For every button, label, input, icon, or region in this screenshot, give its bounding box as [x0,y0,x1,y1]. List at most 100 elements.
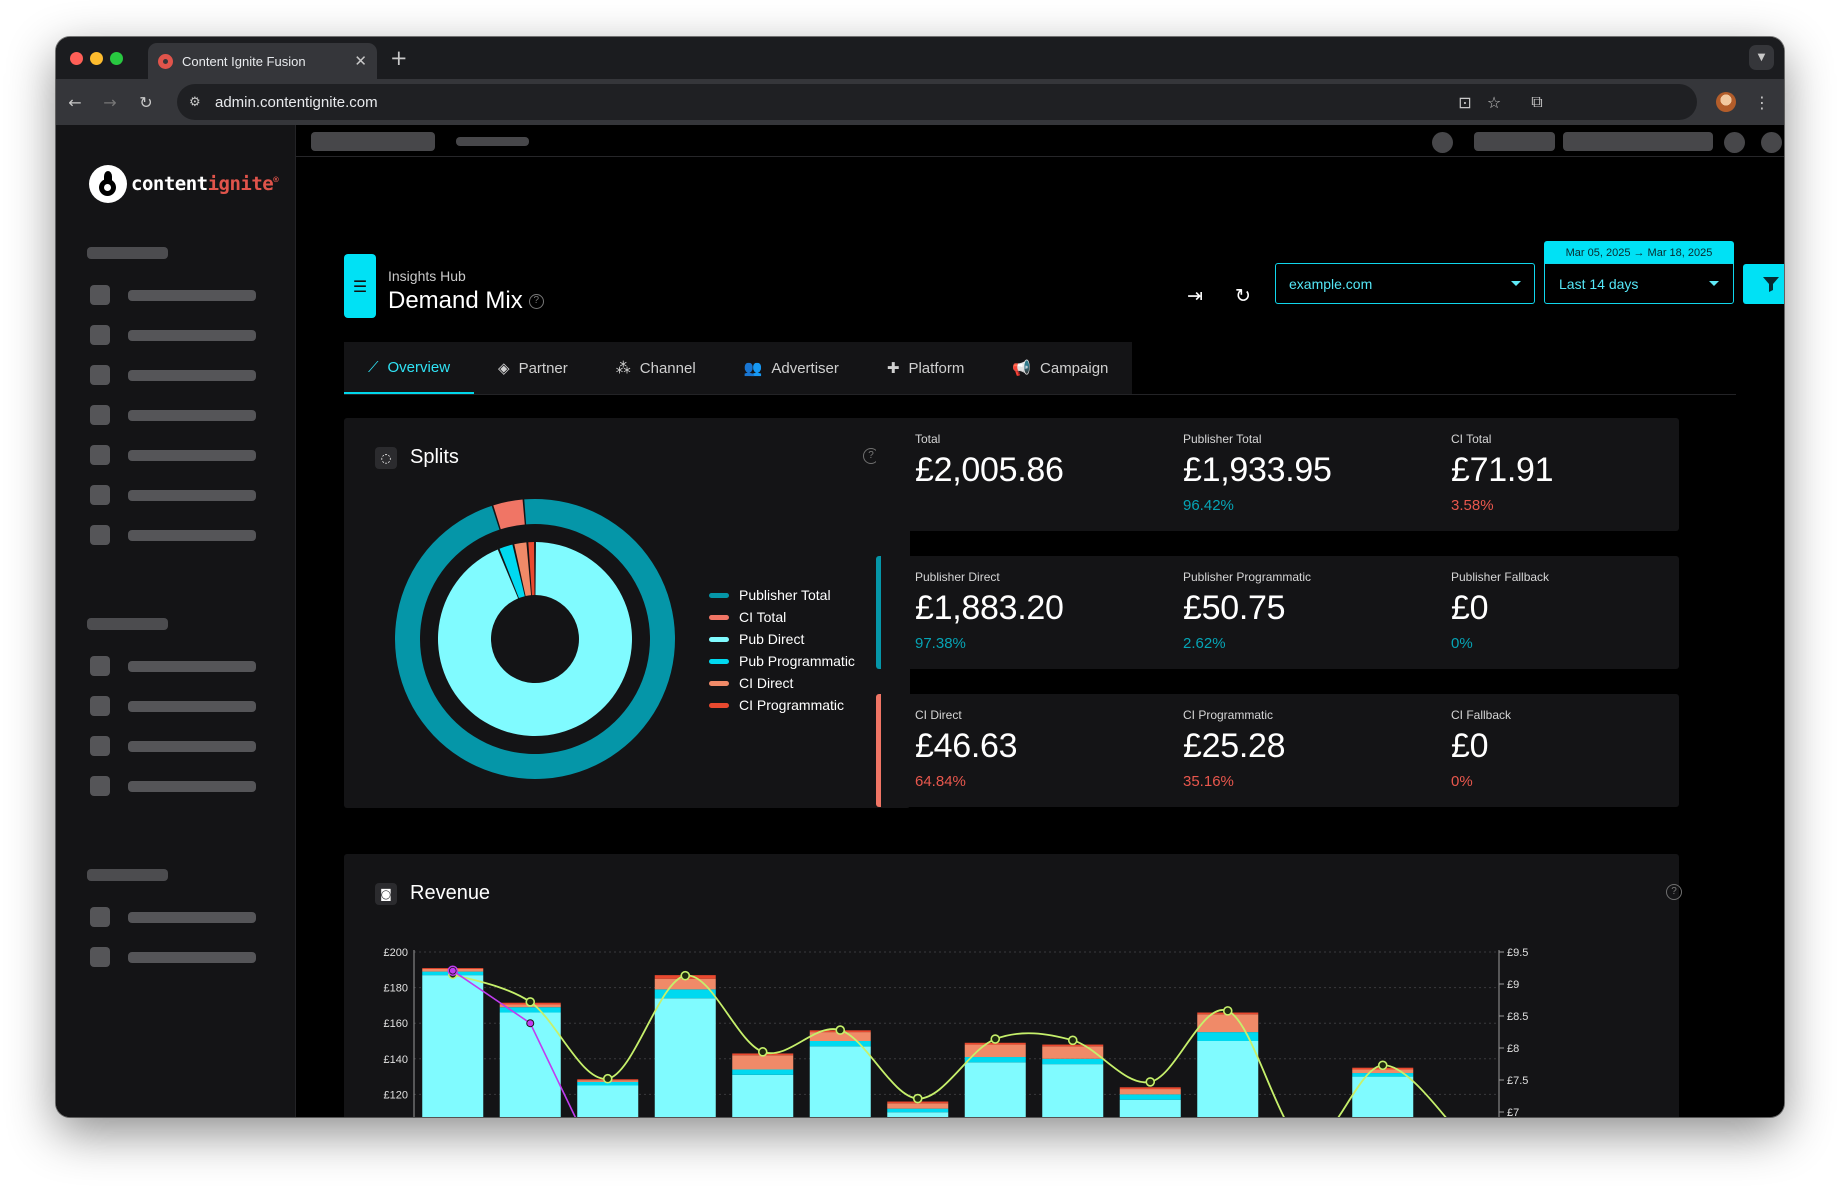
legend-item[interactable]: CI Direct [709,672,855,694]
bar-segment[interactable] [499,1007,561,1013]
sidebar-item[interactable] [90,736,258,756]
bar-segment[interactable] [732,1055,794,1070]
back-arrow-icon[interactable]: ← [68,92,82,112]
bar-segment[interactable] [577,1081,639,1086]
new-tab-button[interactable]: + [390,46,408,70]
bar-segment[interactable] [964,1044,1026,1058]
close-window-button[interactable] [70,52,83,65]
bar-segment[interactable] [654,989,716,999]
bar-segment[interactable] [964,1057,1026,1063]
minimize-window-button[interactable] [90,52,103,65]
bar-segment[interactable] [1042,1046,1104,1059]
bar-segment[interactable] [577,1085,639,1118]
sidebar-item[interactable] [90,525,258,545]
address-url[interactable]: admin.contentignite.com [215,93,378,111]
line-point[interactable] [680,970,691,981]
bar-segment[interactable] [1119,1087,1181,1090]
period-select[interactable]: Last 14 days [1544,263,1734,304]
tab-advertiser[interactable]: 👥 Advertiser [743,359,839,377]
topbar-circle-button[interactable] [1761,132,1782,153]
line-point[interactable] [1067,1035,1078,1046]
bar-segment[interactable] [809,1046,871,1117]
reload-icon[interactable]: ↻ [139,92,153,112]
legend-item[interactable]: Publisher Total [709,584,855,606]
filter-button[interactable] [1743,264,1784,304]
line-point[interactable] [1377,1060,1388,1071]
bar-segment[interactable] [809,1032,871,1041]
bar-segment[interactable] [654,978,716,990]
bar-segment[interactable] [1197,1032,1259,1041]
bar-segment[interactable] [1042,1044,1104,1047]
line-point[interactable] [912,1093,923,1104]
tab-campaign[interactable]: 📢 Campaign [1012,359,1109,377]
line-point[interactable] [757,1047,768,1057]
bar-segment[interactable] [964,1062,1026,1117]
sidebar-item[interactable] [90,776,258,796]
domain-select[interactable]: example.com [1275,263,1535,304]
address-bar[interactable]: ⚙ admin.contentignite.com [177,84,1697,120]
bar-segment[interactable] [809,1041,871,1047]
legend-item[interactable]: Pub Programmatic [709,650,855,672]
bar-segment[interactable] [499,1012,561,1117]
outer-ring-slice[interactable] [395,499,675,779]
content-ignite-logo[interactable]: contentignite® [89,165,279,203]
browser-tab[interactable]: Content Ignite Fusion ✕ [148,43,377,79]
topbar-circle-button[interactable] [1724,132,1745,153]
legend-item[interactable]: CI Programmatic [709,694,855,716]
line-point[interactable] [526,1019,535,1028]
inner-ring-slice[interactable] [438,542,632,736]
sidebar-item[interactable] [90,405,258,425]
legend-item[interactable]: Pub Direct [709,628,855,650]
bar-segment[interactable] [732,1069,794,1075]
topbar-circle-button[interactable] [1432,132,1453,153]
bar-segment[interactable] [1352,1073,1414,1077]
extensions-icon[interactable]: ⧉ [1531,92,1543,111]
export-icon[interactable]: ⇥ [1187,285,1203,307]
bar-segment[interactable] [1197,1014,1259,1033]
topbar-button[interactable] [1563,132,1713,151]
tab-overview[interactable]: ⟋ Overview [344,342,475,394]
line-point[interactable] [448,966,457,975]
line-point[interactable] [525,997,536,1007]
tab-partner[interactable]: ◈ Partner [498,359,568,377]
sidebar-item[interactable] [90,907,258,927]
bar-segment[interactable] [1119,1099,1181,1117]
install-app-icon[interactable]: ⊡ [1458,92,1472,112]
line-point[interactable] [990,1034,1001,1044]
legend-item[interactable]: CI Total [709,606,855,628]
bar-segment[interactable] [1042,1064,1104,1117]
sidebar-item[interactable] [90,365,258,385]
browser-menu-icon[interactable]: ⋮ [1754,92,1770,112]
sidebar-item[interactable] [90,485,258,505]
bar-segment[interactable] [1119,1094,1181,1100]
bar-segment[interactable] [1042,1058,1104,1065]
sidebar-item[interactable] [90,947,258,967]
line-point[interactable] [835,1025,846,1035]
bookmark-star-icon[interactable]: ☆ [1486,92,1502,112]
sidebar-item[interactable] [90,325,258,345]
outer-ring-slice[interactable] [493,499,525,530]
topbar-button[interactable] [1474,132,1555,151]
tab-channel[interactable]: ⁂ Channel [615,359,696,377]
inner-ring-slice[interactable] [528,542,535,596]
help-icon[interactable]: ? [528,294,544,310]
inner-ring-slice[interactable] [514,542,532,597]
tab-search-button[interactable]: ▼ [1749,45,1774,70]
bar-segment[interactable] [1352,1076,1414,1117]
close-tab-icon[interactable]: ✕ [354,52,367,70]
site-settings-icon[interactable]: ⚙ [189,94,201,110]
bar-segment[interactable] [1119,1089,1181,1095]
line-point[interactable] [1145,1077,1156,1087]
profile-avatar[interactable] [1716,92,1736,112]
inner-ring-slice[interactable] [499,544,525,599]
sidebar-item[interactable] [90,285,258,305]
help-icon[interactable]: ? [1666,884,1682,900]
line-point[interactable] [1222,1006,1233,1016]
bar-segment[interactable] [887,1103,949,1109]
sidebar-item[interactable] [90,696,258,716]
bar-segment[interactable] [1197,1041,1259,1117]
bar-segment[interactable] [422,975,484,1117]
bar-segment[interactable] [1352,1069,1414,1074]
forward-arrow-icon[interactable]: → [103,92,117,112]
tab-platform[interactable]: ✚ Platform [886,359,965,377]
